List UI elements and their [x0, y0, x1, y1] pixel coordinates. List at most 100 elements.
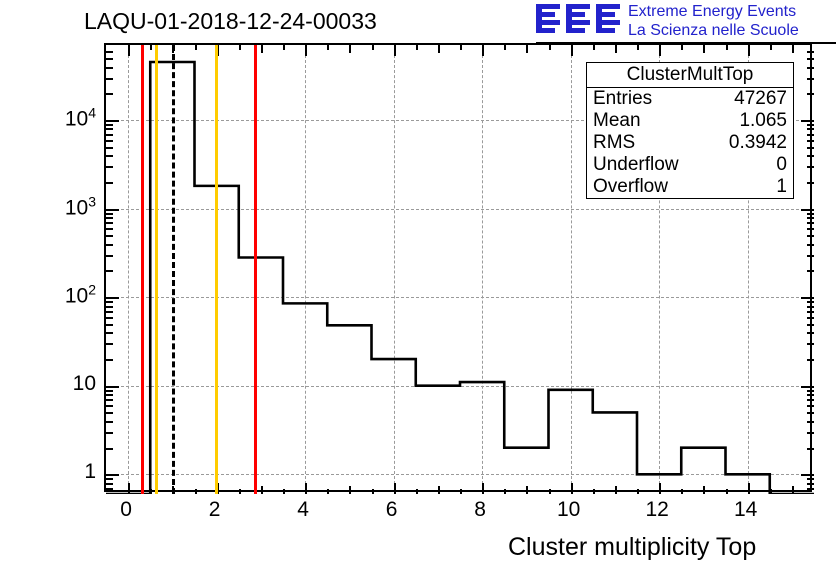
axis-tick — [725, 489, 728, 494]
x-axis-title: Cluster multiplicity Top — [508, 533, 757, 561]
axis-tick — [106, 305, 113, 308]
x-tick-label: 2 — [208, 498, 221, 521]
histogram — [106, 60, 814, 494]
axis-tick — [548, 45, 551, 50]
axis-tick — [807, 399, 814, 402]
axis-tick — [807, 432, 814, 435]
logo-letter-e-3 — [596, 4, 620, 38]
stats-rows: Entries 47267 Mean 1.065 RMS 0.3942 Underflow 0… — [587, 88, 793, 198]
axis-tick — [106, 212, 113, 215]
axis-tick — [106, 399, 113, 402]
axis-tick — [807, 405, 814, 408]
axis-tick — [807, 332, 814, 335]
axis-tick — [106, 57, 113, 60]
axis-tick — [807, 123, 814, 126]
axis-tick — [807, 146, 814, 149]
axis-tick — [807, 305, 814, 308]
x-gridline — [747, 45, 749, 494]
axis-tick — [807, 222, 814, 225]
x-gridline — [128, 45, 130, 494]
stats-row-value: 0.3942 — [728, 132, 787, 153]
stats-row-key: Entries — [593, 88, 653, 109]
axis-tick — [801, 385, 814, 388]
axis-tick — [703, 45, 706, 53]
axis-tick — [637, 489, 639, 494]
axis-tick — [106, 420, 113, 423]
axis-tick — [614, 45, 617, 53]
axis-tick — [194, 489, 197, 494]
axis-tick — [807, 389, 814, 392]
marker-red-line-high — [253, 45, 257, 494]
axis-tick — [791, 45, 794, 53]
axis-tick — [106, 316, 113, 319]
axis-tick — [106, 77, 113, 80]
axis-tick — [393, 483, 396, 494]
histogram-outline — [106, 60, 814, 494]
axis-tick — [807, 212, 814, 215]
stats-row-key: Mean — [593, 110, 641, 131]
axis-tick — [106, 332, 113, 335]
axis-tick — [807, 482, 814, 485]
axis-tick — [106, 297, 119, 300]
axis-tick — [807, 270, 814, 273]
axis-tick — [128, 45, 131, 56]
axis-tick — [807, 166, 814, 169]
axis-tick — [725, 45, 728, 50]
axis-tick — [807, 93, 814, 96]
axis-tick — [681, 45, 684, 50]
axis-tick — [807, 133, 814, 136]
axis-tick — [801, 119, 814, 122]
axis-tick — [807, 50, 814, 53]
axis-tick — [106, 447, 113, 450]
plot-area — [106, 45, 814, 494]
axis-tick — [526, 45, 529, 53]
axis-tick — [106, 488, 113, 491]
axis-tick — [482, 45, 485, 56]
y-tick-label: 102 — [64, 281, 96, 308]
x-tick-label: 12 — [645, 498, 669, 521]
axis-tick — [807, 310, 814, 313]
axis-tick — [106, 343, 113, 346]
axis-tick — [807, 488, 814, 491]
axis-tick — [106, 301, 113, 304]
x-tick-label: 8 — [474, 498, 486, 521]
axis-tick — [807, 447, 814, 450]
axis-tick — [106, 474, 119, 477]
axis-tick — [570, 45, 573, 56]
axis-tick — [592, 45, 595, 50]
axis-tick — [260, 486, 263, 494]
axis-tick — [349, 45, 352, 53]
axis-tick — [747, 45, 750, 56]
axis-tick — [437, 486, 440, 494]
axis-tick — [807, 128, 814, 131]
stats-row: Overflow 1 — [587, 176, 793, 198]
axis-tick — [807, 323, 814, 326]
axis-tick — [791, 486, 794, 494]
axis-tick — [106, 222, 113, 225]
stats-row-value: 1 — [776, 176, 787, 197]
marker-red-line-low — [141, 45, 145, 494]
axis-tick — [801, 297, 814, 300]
axis-tick — [305, 483, 308, 494]
axis-tick — [637, 45, 639, 50]
axis-tick — [106, 128, 113, 131]
axis-tick — [592, 489, 595, 494]
y-gridline — [106, 119, 814, 121]
stats-row-key: Underflow — [593, 154, 679, 175]
axis-tick — [106, 146, 113, 149]
y-tick-label: 1 — [84, 460, 96, 484]
axis-tick — [106, 50, 113, 53]
axis-tick — [106, 228, 113, 231]
stats-row-value: 47267 — [734, 88, 787, 109]
axis-tick — [371, 45, 374, 50]
x-gridline — [482, 45, 484, 494]
logo-letter-e-2 — [566, 4, 590, 38]
axis-tick — [614, 486, 617, 494]
axis-tick — [504, 489, 507, 494]
axis-tick — [106, 412, 113, 415]
axis-tick — [128, 483, 131, 494]
axis-tick — [238, 489, 241, 494]
axis-tick — [106, 93, 113, 96]
axis-tick — [327, 45, 330, 50]
